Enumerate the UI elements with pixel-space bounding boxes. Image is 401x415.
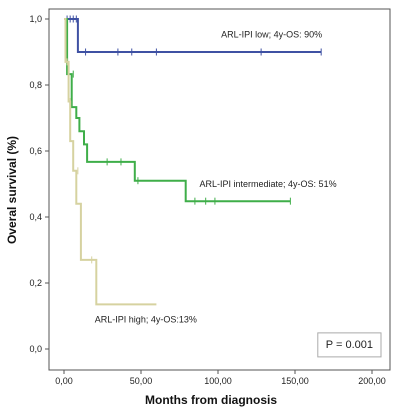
y-tick-label: 0,2 bbox=[29, 278, 42, 288]
annotation-label: ARL-IPI intermediate; 4y-OS: 51% bbox=[200, 179, 337, 189]
annotation-layer: ARL-IPI low; 4y-OS: 90% ARL-IPI intermedi… bbox=[88, 24, 382, 358]
p-value-box bbox=[317, 332, 382, 358]
y-tick-label: 0,6 bbox=[29, 146, 42, 156]
annotation-box bbox=[193, 174, 343, 195]
x-axis: 0,00 50,00 100,00 150,00 200,00 bbox=[55, 370, 386, 386]
x-tick-label: 100,00 bbox=[204, 376, 232, 386]
series-layer bbox=[64, 15, 322, 306]
y-axis: 0,0 0,2 0,4 0,6 0,8 1,0 bbox=[29, 14, 49, 354]
p-value-label: P = 0.001 bbox=[326, 339, 373, 351]
y-tick-label: 0,8 bbox=[29, 80, 42, 90]
annotation-label: ARL-IPI high; 4y-OS:13% bbox=[95, 314, 197, 324]
annotation-box bbox=[88, 309, 203, 330]
y-axis-title: Overal survival (%) bbox=[5, 136, 19, 244]
x-tick-label: 200,00 bbox=[358, 376, 386, 386]
x-tick-label: 0,00 bbox=[55, 376, 73, 386]
series-line-1 bbox=[64, 18, 291, 203]
x-tick-label: 150,00 bbox=[281, 376, 309, 386]
annotation-label: ARL-IPI low; 4y-OS: 90% bbox=[221, 30, 322, 40]
series-line-0 bbox=[64, 18, 322, 53]
x-axis-title: Months from diagnosis bbox=[145, 393, 277, 407]
x-tick-label: 50,00 bbox=[130, 376, 153, 386]
annotation-box bbox=[215, 24, 329, 45]
y-tick-label: 0,0 bbox=[29, 344, 42, 354]
y-tick-label: 1,0 bbox=[29, 14, 42, 24]
y-tick-label: 0,4 bbox=[29, 212, 42, 222]
